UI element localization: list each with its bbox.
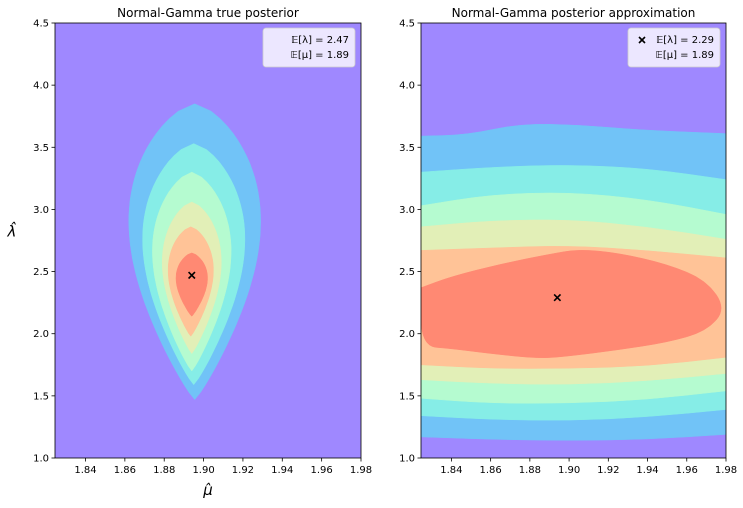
y-tick-label: 2.0 [33,329,49,340]
y-tick-label: 3.5 [399,143,415,154]
y-axis-label: λ̂ [7,221,17,241]
y-tick-label: 1.0 [399,454,415,465]
y-tick-label: 4.0 [399,81,415,92]
axes-frame [420,22,727,459]
x-axis-label: μ̂ [202,481,213,499]
y-tick-label: 1.5 [399,391,415,402]
y-tick-label: 3.5 [33,143,49,154]
panel-2: 1.84 1.86 1.88 1.90 1.92 1.94 1.96 1.98 1.0 1.5 2.… [399,6,737,476]
axes-frame [54,22,362,459]
legend-entry: 𝔼[μ] = 1.89 [291,50,349,61]
x-tick-label: 1.94 [271,465,293,476]
legend-entry: 𝔼[λ] = 2.29 [656,35,714,46]
x-tick-label: 1.98 [715,465,737,476]
y-tick-label: 4.5 [399,19,415,30]
posterior-mean-marker [187,271,196,280]
x-tick-label: 1.90 [558,465,580,476]
y-tick-label: 2.0 [399,329,415,340]
y-tick-label: 3.0 [33,205,49,216]
y-tick-label: 2.5 [33,267,49,278]
x-tick-label: 1.86 [479,465,501,476]
x-tick-label: 1.92 [597,465,619,476]
x-tick-label: 1.86 [114,465,136,476]
contour-inner-region [421,250,722,358]
y-tick-label: 4.0 [33,81,49,92]
posterior-mean-marker [553,293,562,302]
legend-box [262,27,356,68]
x-tick-label: 1.88 [519,465,541,476]
chart-title: Normal-Gamma true posterior [117,6,299,20]
contour-fills [421,123,726,441]
x-tick-label: 1.88 [153,465,175,476]
legend-entry: 𝔼[μ] = 1.89 [656,50,714,61]
x-tick-label: 1.92 [232,465,254,476]
legend-entry: 𝔼[λ] = 2.47 [291,35,349,46]
chart-title: Normal-Gamma posterior approximation [452,6,696,20]
contour-fills [128,103,261,400]
legend-box [627,27,721,68]
x-tick-label: 1.84 [440,465,462,476]
y-tick-label: 1.0 [33,454,49,465]
legend: 𝔼[λ] = 2.47 𝔼[μ] = 1.89 [262,27,356,68]
y-tick-label: 2.5 [399,267,415,278]
x-tick-label: 1.96 [311,465,333,476]
y-tick-label: 4.5 [33,19,49,30]
contour-level-6 [175,252,208,317]
y-tick-label: 1.5 [33,391,49,402]
x-tick-label: 1.90 [192,465,214,476]
panel-1: 1.84 1.86 1.88 1.90 1.92 1.94 1.96 1.98 1.0 1.5 2.… [7,6,373,499]
x-tick-label: 1.98 [350,465,372,476]
legend: 𝔼[λ] = 2.29 𝔼[μ] = 1.89 [627,27,721,68]
x-tick-label: 1.84 [74,465,96,476]
marker-stroke [187,271,196,280]
x-tick-label: 1.96 [676,465,698,476]
marker-stroke [553,293,562,302]
x-tick-label: 1.94 [636,465,658,476]
y-tick-label: 3.0 [399,205,415,216]
legend-marker-stroke [638,36,646,44]
